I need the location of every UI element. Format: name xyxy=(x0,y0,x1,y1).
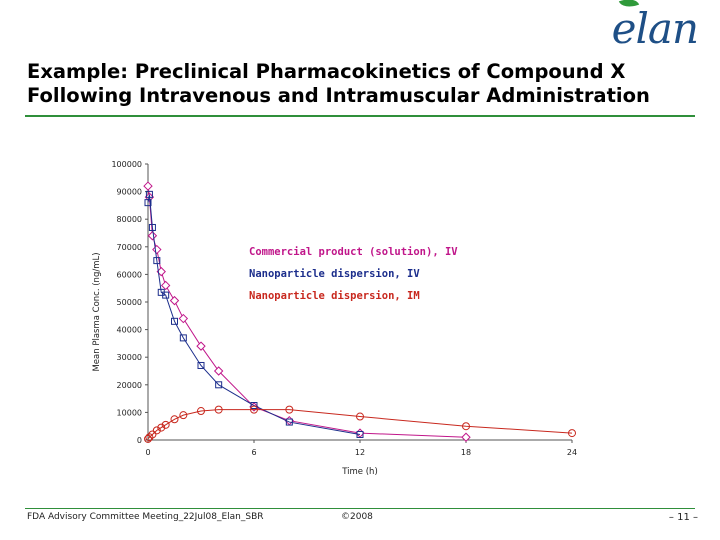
pk-line-chart: 0 10000 20000 30000 40000 50000 60000 70000 8000… xyxy=(92,160,577,477)
data-point xyxy=(250,402,258,409)
title-divider xyxy=(25,115,695,117)
x-tick-label: 24 xyxy=(567,448,577,457)
data-point xyxy=(178,313,189,324)
data-point xyxy=(160,280,171,291)
data-point xyxy=(356,430,364,438)
data-point xyxy=(170,415,179,424)
data-point xyxy=(162,291,170,299)
series-0 xyxy=(143,181,471,442)
data-point xyxy=(179,411,188,420)
y-tick-label: 30000 xyxy=(117,353,142,362)
x-tick-label: 6 xyxy=(251,448,256,457)
data-point xyxy=(285,405,294,414)
data-point xyxy=(144,199,152,207)
data-point xyxy=(179,334,187,342)
footer-divider xyxy=(25,508,695,509)
chart-legend: Commercial product (solution), IV Nanopar… xyxy=(249,246,458,302)
footer-page-number: – 11 – xyxy=(668,512,698,523)
data-point xyxy=(148,223,156,231)
y-tick-label: 100000 xyxy=(111,160,142,169)
data-point xyxy=(148,430,157,439)
x-axis-title: Time (h) xyxy=(341,467,378,477)
data-point xyxy=(197,361,205,369)
elan-logo: elan xyxy=(611,0,699,53)
y-tick-label: 90000 xyxy=(117,188,142,197)
y-tick-label: 10000 xyxy=(117,408,142,417)
data-point xyxy=(171,317,178,325)
data-point xyxy=(145,190,153,198)
y-axis-title: Mean Plasma Conc. (ng/mL) xyxy=(92,252,102,371)
y-tick-label: 0 xyxy=(137,436,142,445)
data-point xyxy=(161,420,170,429)
data-point xyxy=(214,405,223,414)
data-point xyxy=(157,423,166,432)
y-tick-label: 60000 xyxy=(117,270,142,279)
data-point xyxy=(250,405,258,414)
data-point xyxy=(462,422,470,431)
series-line xyxy=(147,194,361,435)
chart-axes: 0 10000 20000 30000 40000 50000 60000 70000 8000… xyxy=(92,160,577,477)
series-1 xyxy=(144,190,364,438)
data-point xyxy=(152,244,162,255)
data-point xyxy=(461,432,471,442)
x-tick-label: 18 xyxy=(461,448,471,457)
y-tick-label: 40000 xyxy=(117,326,142,335)
series-2 xyxy=(144,405,576,443)
slide-title: Example: Preclinical Pharmacokinetics of… xyxy=(27,60,650,107)
legend-label: Commercial product (solution), IV xyxy=(249,246,458,258)
data-point xyxy=(196,341,206,351)
data-point xyxy=(153,257,161,265)
series-line xyxy=(147,186,467,438)
data-point xyxy=(144,434,152,443)
footer-copyright: ©2008 xyxy=(341,512,373,522)
data-point xyxy=(568,429,576,438)
data-point xyxy=(152,426,161,435)
data-point xyxy=(147,231,158,241)
x-tick-label: 12 xyxy=(355,448,365,457)
logo-text: elan xyxy=(611,4,699,53)
data-point xyxy=(169,295,180,306)
chart-series xyxy=(143,181,576,443)
series-line xyxy=(147,409,573,440)
legend-label: Nanoparticle dispersion, IV xyxy=(249,268,420,280)
y-tick-label: 20000 xyxy=(117,381,142,390)
footer-meeting-label: FDA Advisory Committee Meeting_22Jul08_E… xyxy=(27,512,264,522)
data-point xyxy=(213,366,224,376)
data-point xyxy=(197,407,205,416)
x-tick-label: 0 xyxy=(145,448,150,457)
data-point xyxy=(143,181,153,191)
y-tick-label: 70000 xyxy=(117,243,142,252)
y-tick-label: 80000 xyxy=(117,215,142,224)
data-point xyxy=(215,381,223,389)
legend-label: Nanoparticle dispersion, IM xyxy=(249,290,420,302)
y-tick-label: 50000 xyxy=(117,298,142,307)
data-point xyxy=(356,412,364,421)
data-point xyxy=(285,418,293,426)
